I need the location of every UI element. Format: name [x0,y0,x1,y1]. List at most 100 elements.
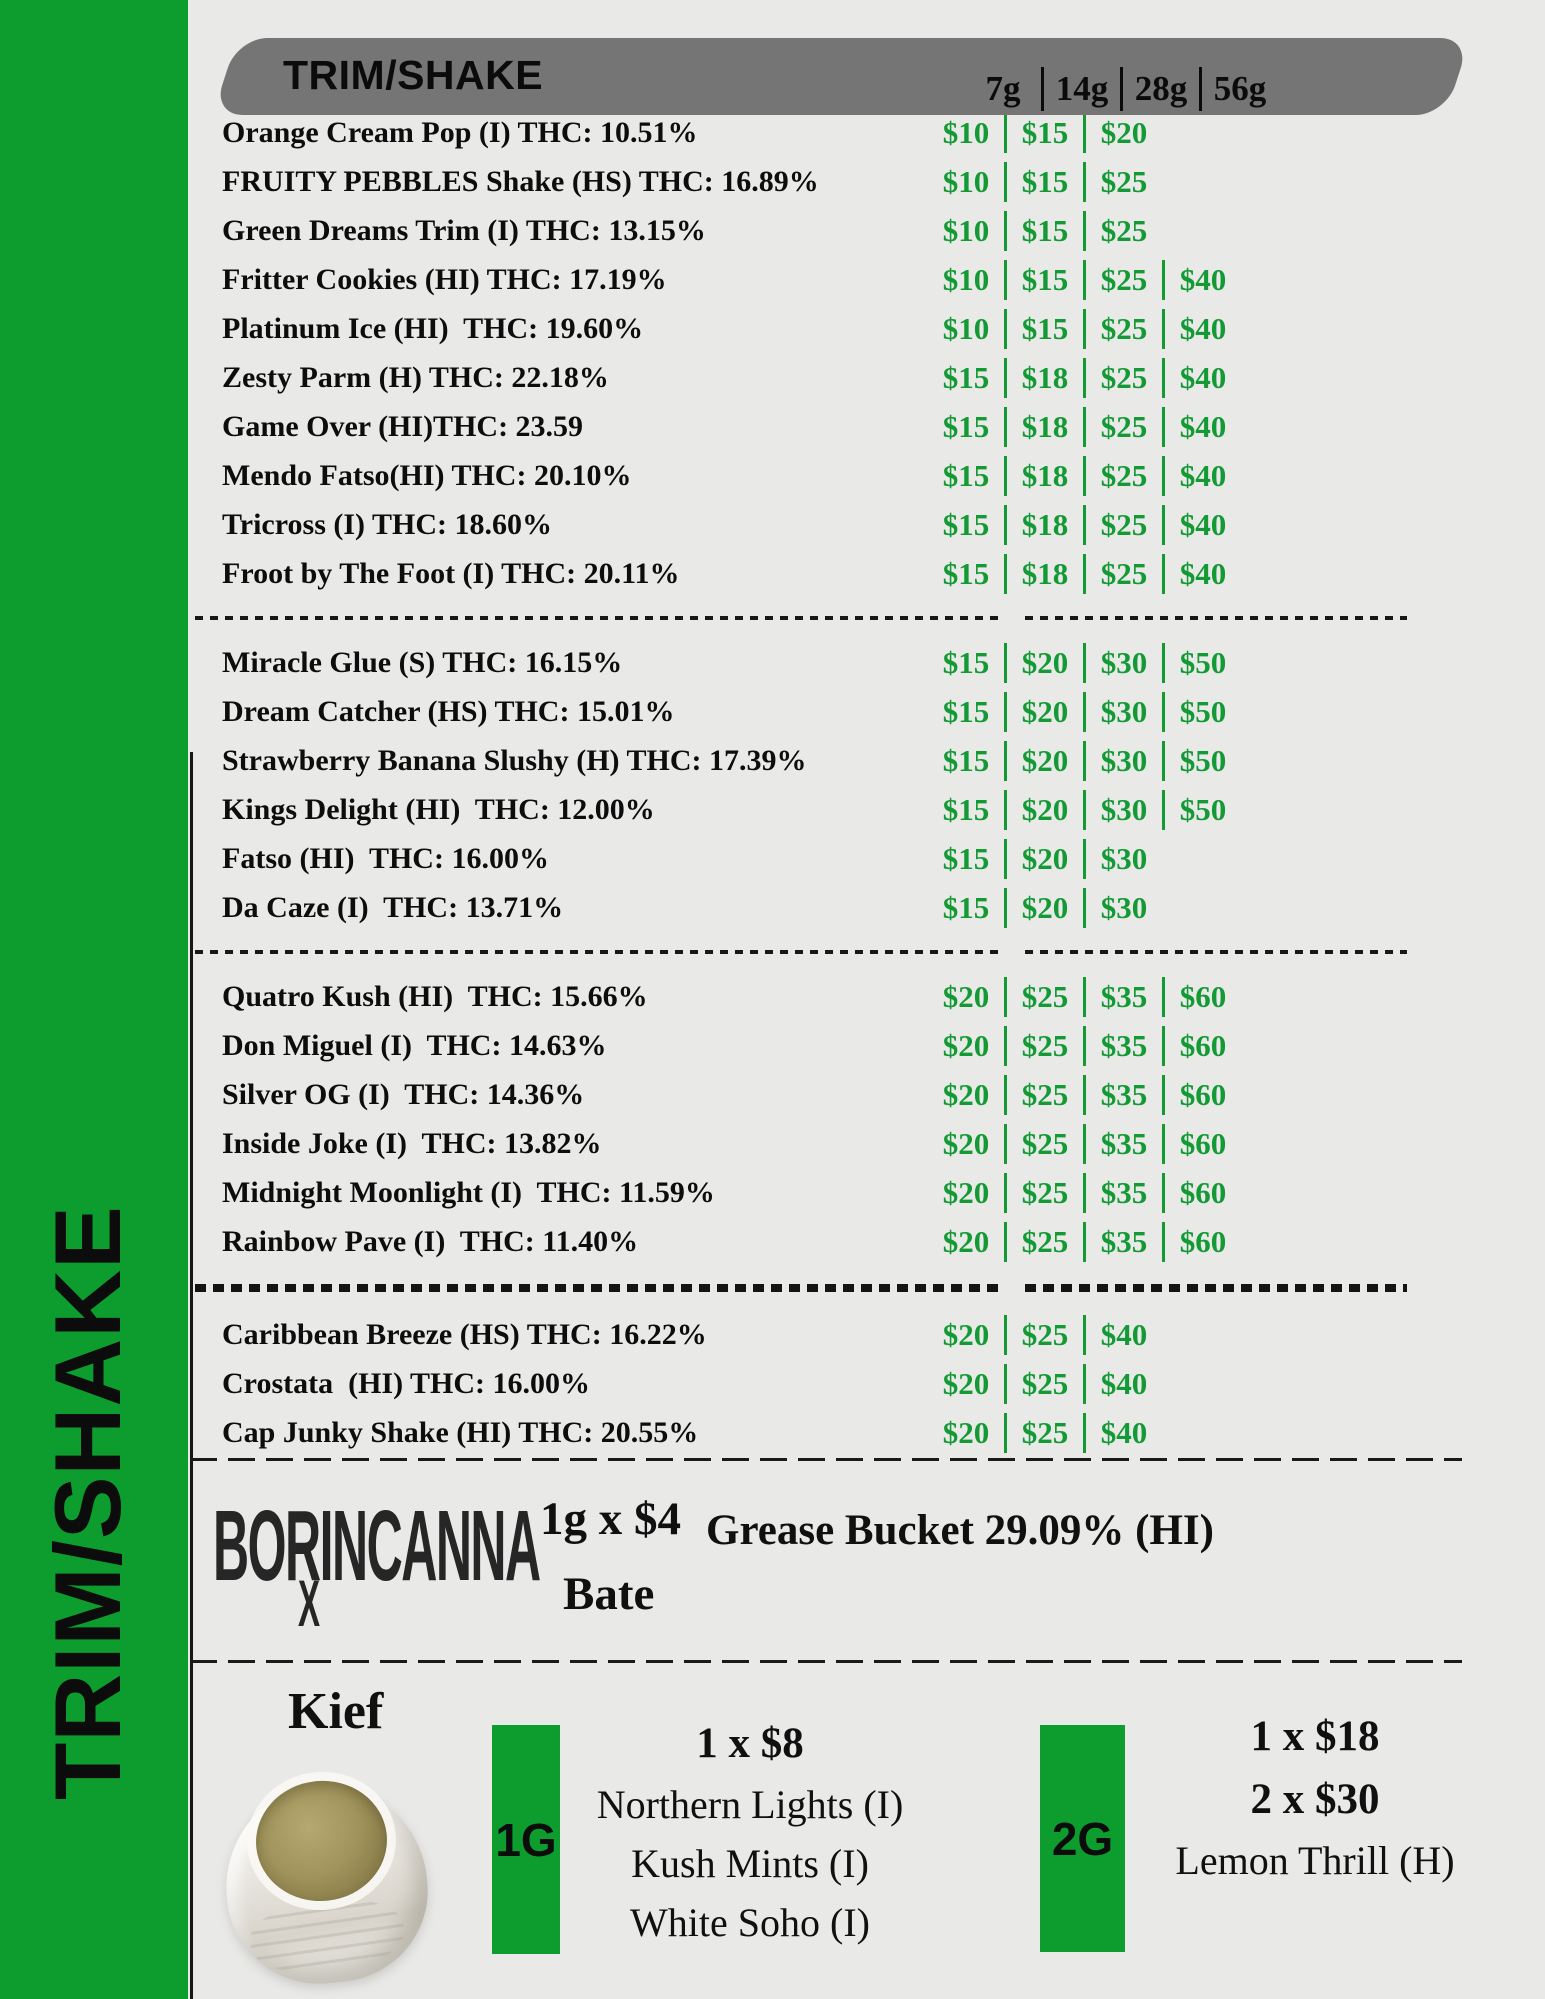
page-title: TRIM/SHAKE [283,52,544,98]
price-cell: $25 [1004,1025,1083,1066]
price-cell: $15 [1004,210,1083,251]
product-name: Da Caze (I) THC: 13.71% [222,890,564,924]
price-cell: $30 [1083,887,1162,928]
logo-prefix: BO [213,1490,287,1602]
borincanna-deal-name: Bate [563,1568,655,1620]
product-list: Orange Cream Pop (I) THC: 10.51% $10 $15 $2… [188,0,1545,1457]
price-cell: $20 [942,1125,990,1161]
price-cell: $30 [1083,691,1162,732]
product-group-4: Caribbean Breeze (HS) THC: 16.22% $20 $25 $… [188,1310,1545,1457]
price-cell: $25 [1083,455,1162,496]
product-row: Strawberry Banana Slushy (H) THC: 17.39%… [188,736,1545,785]
price-cell: $20 [1004,642,1083,683]
kief-strain-line: White Soho (I) [630,1900,870,1945]
price-cell: $35 [1083,1221,1162,1262]
product-row: Tricross (I) THC: 18.60% $15 $18 $25 $40 [188,500,1545,549]
price-cell: $25 [1083,308,1162,349]
weight-column-headers: 7g 14g 28g 56g [965,38,1278,115]
product-name: Kings Delight (HI) THC: 12.00% [222,792,655,826]
price-cell: $15 [942,889,990,925]
price-cell: $60 [1162,1172,1241,1213]
product-name: Inside Joke (I) THC: 13.82% [222,1126,602,1160]
product-row: FRUITY PEBBLES Shake (HS) THC: 16.89% $10… [188,157,1545,206]
product-name: FRUITY PEBBLES Shake (HS) THC: 16.89% [222,164,819,198]
product-name: Dream Catcher (HS) THC: 15.01% [222,694,675,728]
rx-sub-x: X [298,1566,320,1640]
product-row: Cap Junky Shake (HI) THC: 20.55% $20 $25 $4… [188,1408,1545,1457]
price-cell: $40 [1083,1363,1162,1404]
product-row: Dream Catcher (HS) THC: 15.01% $15 $20 $30 $… [188,687,1545,736]
long-dash-divider [190,1660,1462,1663]
price-cell: $25 [1083,406,1162,447]
price-cell: $40 [1083,1314,1162,1355]
price-cell: $20 [942,1414,990,1450]
product-row: Green Dreams Trim (I) THC: 13.15% $10 $15 $… [188,206,1545,255]
price-cell: $25 [1083,161,1162,202]
price-cell: $15 [1004,161,1083,202]
price-cell: $20 [942,1027,990,1063]
price-cell: $15 [942,555,990,591]
kief-strain-line: Lemon Thrill (H) [1175,1838,1455,1883]
price-cell: $15 [942,359,990,395]
product-row: Rainbow Pave (I) THC: 11.40% $20 $25 $35 $60 [188,1217,1545,1266]
price-columns: $10 $15 $25 $40 [928,308,1241,349]
price-cell: $40 [1162,504,1241,545]
price-cell: $10 [942,310,990,346]
price-cell: $20 [1004,740,1083,781]
price-cell: $18 [1004,553,1083,594]
price-cell: $25 [1004,1412,1083,1453]
price-cell: $18 [1004,455,1083,496]
product-name: Platinum Ice (HI) THC: 19.60% [222,311,644,345]
kief-1g-details: 1 x $8 Northern Lights (I) Kush Mints (I)… [560,1712,940,1952]
product-name: Game Over (HI)THC: 23.59 [222,409,584,443]
product-row: Da Caze (I) THC: 13.71% $15 $20 $30 [188,883,1545,932]
price-cell: $25 [1083,259,1162,300]
product-name: Midnight Moonlight (I) THC: 11.59% [222,1175,715,1209]
price-cell: $25 [1004,1363,1083,1404]
price-columns: $20 $25 $35 $60 [928,1123,1241,1164]
product-name: Tricross (I) THC: 18.60% [222,507,552,541]
price-cell: $40 [1162,455,1241,496]
price-cell: $20 [942,1316,990,1352]
kief-strain-line: Northern Lights (I) [596,1782,904,1827]
price-cell: $18 [1004,406,1083,447]
price-cell: $15 [942,791,990,827]
price-columns: $10 $15 $25 $40 [928,259,1241,300]
price-columns: $15 $18 $25 $40 [928,553,1241,594]
product-row: Crostata (HI) THC: 16.00% $20 $25 $40 [188,1359,1545,1408]
section-divider [195,950,1545,954]
product-row: Orange Cream Pop (I) THC: 10.51% $10 $15 $2… [188,108,1545,157]
price-cell: $40 [1162,553,1241,594]
price-columns: $20 $25 $35 $60 [928,1172,1241,1213]
product-name: Miracle Glue (S) THC: 16.15% [222,645,623,679]
price-cell: $30 [1083,642,1162,683]
weight-header-14g: 14g [1041,67,1120,111]
product-row: Miracle Glue (S) THC: 16.15% $15 $20 $30 $50 [188,638,1545,687]
product-row: Quatro Kush (HI) THC: 15.66% $20 $25 $35 $60 [188,972,1545,1021]
product-name: Quatro Kush (HI) THC: 15.66% [222,979,648,1013]
kief-jar-photo [216,1770,438,1994]
price-cell: $20 [942,1365,990,1401]
kief-2g-details: 1 x $18 2 x $30 Lemon Thrill (H) [1125,1705,1505,1890]
price-cell: $35 [1083,1074,1162,1115]
price-cell: $10 [942,163,990,199]
long-dash-divider [190,1458,1462,1461]
price-cell: $10 [942,114,990,150]
grease-bucket-item: Grease Bucket 29.09% (HI) [706,1507,1214,1554]
price-columns: $20 $25 $35 $60 [928,1074,1241,1115]
product-name: Mendo Fatso(HI) THC: 20.10% [222,458,632,492]
price-cell: $60 [1162,1025,1241,1066]
price-cell: $50 [1162,642,1241,683]
price-cell: $60 [1162,1221,1241,1262]
product-row: Mendo Fatso(HI) THC: 20.10% $15 $18 $25 $40 [188,451,1545,500]
price-columns: $15 $18 $25 $40 [928,455,1241,496]
price-cell: $15 [942,644,990,680]
product-name: Crostata (HI) THC: 16.00% [222,1366,591,1400]
price-columns: $20 $25 $35 $60 [928,1025,1241,1066]
kief-deal-line: 2 x $30 [1250,1776,1380,1823]
price-cell: $15 [942,408,990,444]
price-cell: $60 [1162,976,1241,1017]
price-cell: $15 [1004,259,1083,300]
price-columns: $15 $18 $25 $40 [928,406,1241,447]
kief-2g-deals: 1 x $18 2 x $30 [1125,1705,1505,1831]
